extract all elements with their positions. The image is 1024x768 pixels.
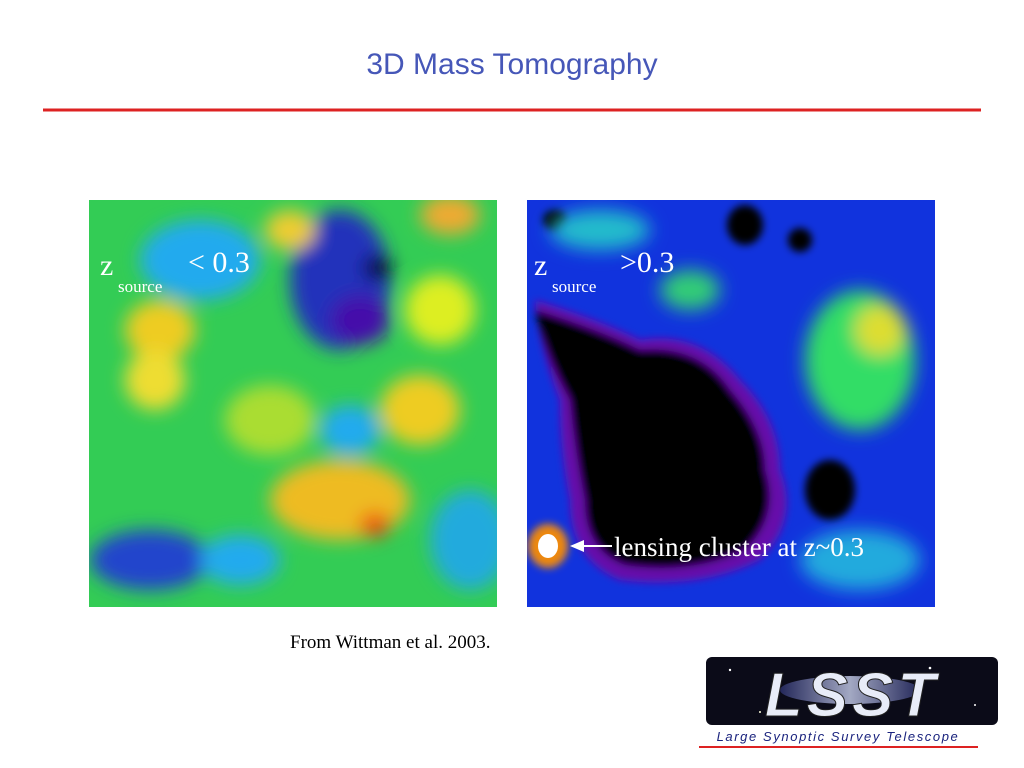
star (928, 666, 932, 670)
z-label: z (100, 249, 113, 282)
blob (550, 210, 650, 250)
star (728, 668, 732, 672)
z-condition: >0.3 (620, 246, 674, 279)
arrow-head (570, 540, 584, 552)
blob (265, 210, 315, 250)
blob (420, 200, 480, 235)
heatmap-high-z (527, 200, 935, 607)
blob (788, 228, 812, 252)
blob (125, 350, 185, 410)
caption: From Wittman et al. 2003. (290, 632, 490, 653)
blob (780, 676, 920, 704)
blob (538, 534, 558, 558)
blob (364, 256, 392, 280)
z-subscript: source (552, 277, 596, 296)
z-subscript: source (118, 277, 162, 296)
heatmap-low-z (89, 200, 497, 607)
blob (90, 530, 210, 590)
z-label: z (534, 249, 547, 282)
blob (360, 513, 390, 537)
blob (805, 290, 915, 430)
logo-name: Large Synoptic Survey Telescope (717, 729, 960, 744)
blob (330, 295, 390, 345)
blob (90, 200, 497, 590)
blob (727, 205, 763, 245)
blob (430, 490, 497, 590)
annotation: lensing cluster at z~0.3 (614, 532, 864, 562)
logo-mark: LSST (765, 661, 941, 730)
star (974, 704, 976, 706)
blob (800, 530, 920, 590)
blob (320, 405, 380, 455)
blob (140, 220, 260, 300)
z-condition: < 0.3 (188, 246, 250, 279)
blob (225, 385, 315, 455)
blob (125, 300, 195, 360)
blob (550, 210, 920, 590)
blob (380, 375, 460, 445)
blob (535, 310, 770, 568)
blob (535, 205, 855, 583)
blob (805, 460, 855, 520)
blob: z source < 0.3 (100, 246, 250, 296)
blob (200, 535, 280, 585)
star (759, 711, 761, 713)
blob (660, 270, 720, 310)
logo: LSST Large Synoptic Survey Telescope (699, 657, 998, 748)
blob (855, 305, 905, 355)
blob: z source >0.3 lensing cluster at z~0.3 (534, 246, 864, 562)
blob (405, 275, 475, 345)
slide-title: 3D Mass Tomography (366, 48, 657, 81)
